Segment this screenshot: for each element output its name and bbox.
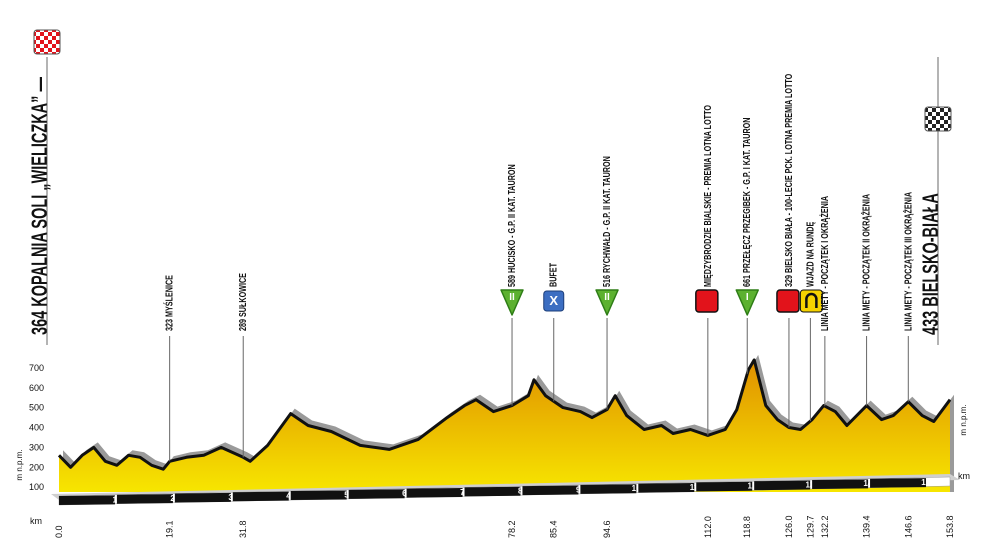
y-axis-label: m n.p.m.: [15, 449, 24, 480]
waypoint-label: BUFET: [548, 262, 559, 287]
y-tick-label: 400: [29, 423, 44, 433]
km-segment: [754, 480, 811, 491]
waypoint-label: 516 RYCHWAŁD - G.P. II KAT. TAURON: [601, 156, 612, 287]
km-marker-label: 129.7: [805, 515, 815, 538]
x-axis-label: km: [30, 516, 42, 526]
climb-icon: [735, 289, 759, 316]
y-tick-label: 600: [29, 383, 44, 393]
waypoint-label: 661 PRZEŁĘCZ PRZEGIBEK - G.P. I KAT. TAU…: [741, 118, 752, 287]
y-tick-label: 300: [29, 442, 44, 452]
km-segment: [59, 495, 115, 505]
profile-line: [57, 358, 952, 471]
km-marker-label: 85.4: [549, 520, 559, 538]
waypoint-label: MIĘDZYBRODZIE BIALSKIE - PREMIA LOTNA LO…: [702, 105, 713, 287]
y-tick-label: 500: [29, 403, 44, 413]
km-segment: [812, 479, 869, 489]
km-segment: [638, 483, 695, 493]
y-tick-label: 200: [29, 462, 44, 472]
km-segment: [290, 490, 347, 501]
km-marker-label: 146.6: [903, 515, 913, 538]
y-tick-label: 100: [29, 482, 44, 492]
km-marker-label: 139.4: [862, 515, 872, 538]
km-segment: [174, 492, 231, 503]
feed-icon-label: X: [549, 293, 558, 308]
climb-icon-label: II: [509, 292, 515, 303]
km-marker-label: 112.0: [703, 516, 713, 538]
waypoint-label: LINIA METY - POCZĄTEK I OKRĄŻENIA: [819, 195, 830, 331]
km-marker-label: 19.1: [165, 520, 175, 538]
waypoint-label: 589 HUCISKO - G.P. II KAT. TAURON: [506, 164, 517, 287]
km-marker-label: 118.8: [742, 516, 752, 538]
km-segment: [116, 494, 173, 504]
km-segment: [870, 478, 927, 488]
km-marker-label: 153.8: [945, 515, 955, 538]
waypoint-label: 433 BIELSKO-BIAŁA: [918, 193, 943, 335]
climb-icon-label: I: [746, 292, 749, 303]
km-segment: [522, 485, 579, 496]
waypoint-label: 323 MYŚLENICE: [162, 275, 175, 331]
waypoint-label: WJAZD NA RUNDĘ: [804, 222, 815, 287]
km-segment: [696, 481, 753, 492]
waypoint-label: 329 BIELSKO BIAŁA - 100-LECIE PCK. LOTNA…: [783, 74, 794, 287]
x-tick-label: 150: [921, 478, 935, 487]
waypoint-label: 364 KOPALNIA SOLI „WIELICZKA” —: [27, 77, 52, 335]
sprint-icon: [776, 289, 800, 313]
sprint-icon: [695, 289, 719, 313]
waypoint-label: LINIA METY - POCZĄTEK II OKRĄŻENIA: [860, 193, 871, 331]
km-segment: [232, 491, 289, 502]
start-flag: [33, 29, 61, 55]
feed-icon: [543, 290, 565, 312]
y-tick-label: 700: [29, 363, 44, 373]
climb-icon: [500, 289, 524, 316]
km-marker-label: 78.2: [507, 520, 517, 538]
climb-icon: [595, 289, 619, 316]
waypoint-label: LINIA METY - POCZĄTEK III OKRĄŻENIA: [902, 191, 913, 331]
km-marker-label: 0.0: [54, 525, 64, 538]
km-segment: [580, 484, 637, 494]
finish-flag: [924, 106, 952, 132]
km-segment: [464, 486, 521, 497]
km-segment: [348, 489, 405, 499]
km-marker-label: 132.2: [820, 515, 830, 538]
km-segment: [406, 487, 463, 498]
km-marker-label: 94.6: [602, 520, 612, 538]
climb-icon-label: II: [604, 292, 610, 303]
x-axis-label: km: [958, 471, 970, 481]
y-axis-label: m n.p.m.: [959, 404, 968, 435]
km-marker-label: 31.8: [238, 520, 248, 538]
profile-area: [59, 359, 950, 492]
km-marker-label: 126.0: [784, 515, 794, 538]
circuit-symbol: [805, 292, 818, 308]
waypoint-label: 289 SUŁKOWICE: [237, 273, 248, 331]
